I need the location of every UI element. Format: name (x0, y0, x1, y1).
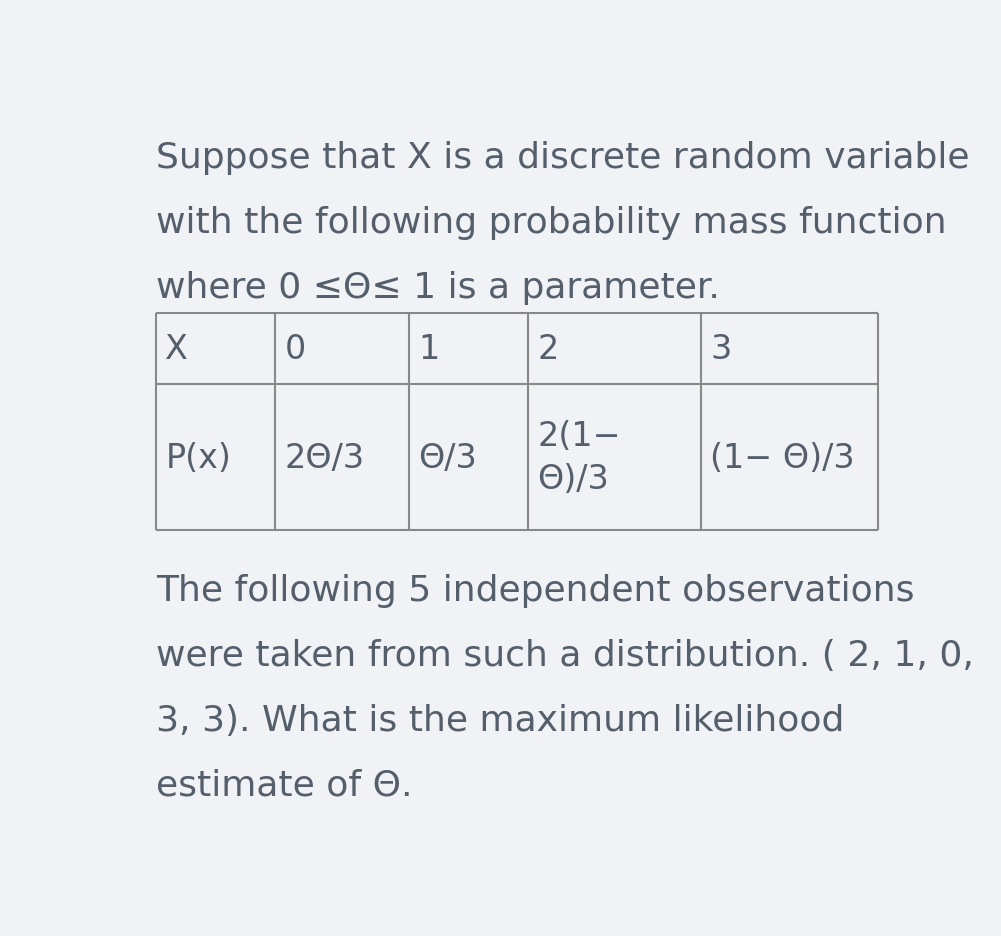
Text: 3: 3 (710, 333, 732, 366)
Text: where 0 ≤Θ≤ 1 is a parameter.: where 0 ≤Θ≤ 1 is a parameter. (156, 271, 720, 305)
Text: were taken from such a distribution. ( 2, 1, 0,: were taken from such a distribution. ( 2… (156, 638, 974, 672)
Text: with the following probability mass function: with the following probability mass func… (156, 206, 947, 240)
Text: 0: 0 (284, 333, 305, 366)
Text: X: X (165, 333, 188, 366)
Text: estimate of Θ.: estimate of Θ. (156, 768, 412, 802)
Text: 3, 3). What is the maximum likelihood: 3, 3). What is the maximum likelihood (156, 703, 845, 738)
Text: 1: 1 (418, 333, 439, 366)
Text: The following 5 independent observations: The following 5 independent observations (156, 574, 915, 607)
Text: 2(1−
Θ)/3: 2(1− Θ)/3 (537, 419, 621, 496)
Text: P(x): P(x) (165, 441, 231, 474)
Text: (1− Θ)/3: (1− Θ)/3 (710, 441, 855, 474)
Text: 2: 2 (537, 333, 559, 366)
Text: Θ/3: Θ/3 (418, 441, 476, 474)
Text: Suppose that X is a discrete random variable: Suppose that X is a discrete random vari… (156, 141, 970, 175)
Text: 2Θ/3: 2Θ/3 (284, 441, 364, 474)
